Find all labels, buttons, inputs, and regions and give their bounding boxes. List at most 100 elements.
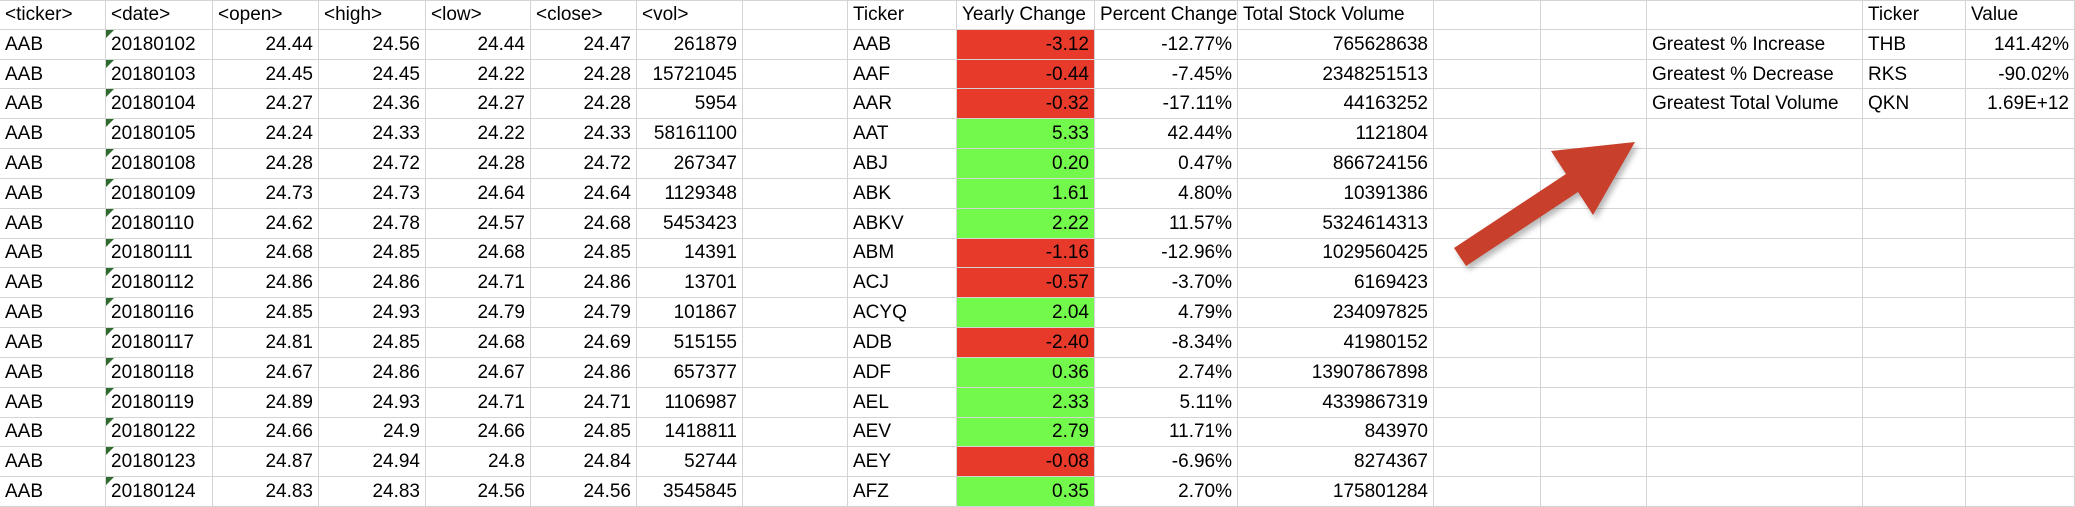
stock-cell-ticker[interactable]: AAB bbox=[0, 238, 106, 269]
stock-cell-date[interactable]: 20180116 bbox=[106, 298, 213, 329]
empty-cell[interactable] bbox=[1647, 477, 1863, 507]
stock-cell-low[interactable]: 24.57 bbox=[426, 208, 531, 239]
analysis-cell-total_volume[interactable]: 175801284 bbox=[1238, 477, 1434, 507]
empty-cell[interactable] bbox=[1647, 119, 1863, 150]
stock-cell-open[interactable]: 24.87 bbox=[213, 447, 319, 478]
stock-cell-vol[interactable]: 5453423 bbox=[637, 208, 743, 239]
stock-cell-vol[interactable]: 14391 bbox=[637, 238, 743, 269]
empty-cell[interactable] bbox=[1966, 357, 2075, 388]
analysis-cell-total_volume[interactable]: 2348251513 bbox=[1238, 59, 1434, 90]
analysis-cell-percent_change[interactable]: 42.44% bbox=[1095, 119, 1238, 150]
stock-cell-date[interactable]: 20180104 bbox=[106, 89, 213, 120]
stock-cell-date[interactable]: 20180122 bbox=[106, 417, 213, 448]
stock-cell-open[interactable]: 24.67 bbox=[213, 357, 319, 388]
empty-cell[interactable] bbox=[1434, 328, 1541, 358]
stock-cell-ticker[interactable]: AAB bbox=[0, 149, 106, 179]
stock-cell-low[interactable]: 24.8 bbox=[426, 447, 531, 478]
stock-cell-high[interactable]: 24.73 bbox=[319, 178, 426, 209]
greatest-cell-value[interactable]: -90.02% bbox=[1966, 59, 2075, 90]
stock-cell-ticker[interactable]: AAB bbox=[0, 387, 106, 418]
analysis-cell-percent_change[interactable]: -6.96% bbox=[1095, 447, 1238, 478]
empty-cell[interactable] bbox=[1863, 417, 1966, 448]
empty-cell[interactable] bbox=[1434, 298, 1541, 329]
analysis-cell-percent_change[interactable]: 4.79% bbox=[1095, 298, 1238, 329]
stock-cell-open[interactable]: 24.24 bbox=[213, 119, 319, 150]
analysis-cell-yearly_change[interactable]: -0.44 bbox=[957, 59, 1095, 90]
stock-cell-open[interactable]: 24.66 bbox=[213, 417, 319, 448]
stock-cell-date[interactable]: 20180109 bbox=[106, 178, 213, 209]
empty-cell[interactable] bbox=[1647, 178, 1863, 209]
empty-cell[interactable] bbox=[1647, 298, 1863, 329]
analysis-cell-ticker[interactable]: AFZ bbox=[848, 477, 957, 507]
stock-cell-high[interactable]: 24.45 bbox=[319, 59, 426, 90]
analysis-header-percent_change[interactable]: Percent Change bbox=[1095, 0, 1238, 30]
stock-cell-low[interactable]: 24.64 bbox=[426, 178, 531, 209]
stock-cell-open[interactable]: 24.85 bbox=[213, 298, 319, 329]
empty-cell[interactable] bbox=[743, 208, 848, 239]
stock-cell-open[interactable]: 24.81 bbox=[213, 328, 319, 358]
analysis-cell-yearly_change[interactable]: 0.20 bbox=[957, 149, 1095, 179]
empty-cell[interactable] bbox=[1541, 268, 1647, 299]
empty-cell[interactable] bbox=[1863, 149, 1966, 179]
stock-cell-ticker[interactable]: AAB bbox=[0, 298, 106, 329]
stock-cell-low[interactable]: 24.22 bbox=[426, 119, 531, 150]
empty-cell[interactable] bbox=[1434, 178, 1541, 209]
analysis-cell-percent_change[interactable]: 11.57% bbox=[1095, 208, 1238, 239]
empty-cell[interactable] bbox=[743, 357, 848, 388]
empty-cell[interactable] bbox=[1541, 238, 1647, 269]
stock-cell-date[interactable]: 20180112 bbox=[106, 268, 213, 299]
stock-cell-low[interactable]: 24.28 bbox=[426, 149, 531, 179]
empty-cell[interactable] bbox=[1966, 268, 2075, 299]
stock-cell-ticker[interactable]: AAB bbox=[0, 89, 106, 120]
stock-cell-date[interactable]: 20180110 bbox=[106, 208, 213, 239]
analysis-cell-yearly_change[interactable]: -2.40 bbox=[957, 328, 1095, 358]
analysis-cell-total_volume[interactable]: 765628638 bbox=[1238, 29, 1434, 60]
empty-cell[interactable] bbox=[1541, 328, 1647, 358]
empty-cell[interactable] bbox=[1966, 208, 2075, 239]
analysis-cell-yearly_change[interactable]: 0.36 bbox=[957, 357, 1095, 388]
empty-cell[interactable] bbox=[1966, 387, 2075, 418]
analysis-cell-ticker[interactable]: ACYQ bbox=[848, 298, 957, 329]
empty-cell[interactable] bbox=[1863, 447, 1966, 478]
empty-cell[interactable] bbox=[1541, 149, 1647, 179]
stock-cell-ticker[interactable]: AAB bbox=[0, 268, 106, 299]
stock-cell-vol[interactable]: 515155 bbox=[637, 328, 743, 358]
stock-cell-high[interactable]: 24.86 bbox=[319, 268, 426, 299]
stock-cell-date[interactable]: 20180118 bbox=[106, 357, 213, 388]
analysis-cell-total_volume[interactable]: 13907867898 bbox=[1238, 357, 1434, 388]
analysis-cell-yearly_change[interactable]: 2.33 bbox=[957, 387, 1095, 418]
empty-cell[interactable] bbox=[1434, 447, 1541, 478]
empty-cell[interactable] bbox=[1434, 59, 1541, 90]
empty-cell[interactable] bbox=[1966, 238, 2075, 269]
empty-cell[interactable] bbox=[1966, 149, 2075, 179]
stock-cell-close[interactable]: 24.28 bbox=[531, 89, 637, 120]
stock-cell-vol[interactable]: 101867 bbox=[637, 298, 743, 329]
analysis-cell-yearly_change[interactable]: 2.79 bbox=[957, 417, 1095, 448]
empty-cell[interactable] bbox=[743, 89, 848, 120]
stock-cell-ticker[interactable]: AAB bbox=[0, 447, 106, 478]
stock-cell-ticker[interactable]: AAB bbox=[0, 208, 106, 239]
stock-cell-high[interactable]: 24.85 bbox=[319, 328, 426, 358]
stock-cell-close[interactable]: 24.56 bbox=[531, 477, 637, 507]
stock-cell-open[interactable]: 24.62 bbox=[213, 208, 319, 239]
analysis-cell-percent_change[interactable]: -7.45% bbox=[1095, 59, 1238, 90]
stock-cell-high[interactable]: 24.93 bbox=[319, 387, 426, 418]
stock-cell-date[interactable]: 20180119 bbox=[106, 387, 213, 418]
empty-cell[interactable] bbox=[1434, 268, 1541, 299]
empty-cell[interactable] bbox=[1434, 387, 1541, 418]
stock-cell-vol[interactable]: 261879 bbox=[637, 29, 743, 60]
analysis-cell-ticker[interactable]: AAF bbox=[848, 59, 957, 90]
empty-cell[interactable] bbox=[1647, 417, 1863, 448]
stock-cell-open[interactable]: 24.44 bbox=[213, 29, 319, 60]
analysis-cell-total_volume[interactable]: 10391386 bbox=[1238, 178, 1434, 209]
empty-cell[interactable] bbox=[1647, 447, 1863, 478]
stock-cell-vol[interactable]: 5954 bbox=[637, 89, 743, 120]
stock-cell-ticker[interactable]: AAB bbox=[0, 59, 106, 90]
stock-cell-close[interactable]: 24.85 bbox=[531, 417, 637, 448]
stock-cell-date[interactable]: 20180117 bbox=[106, 328, 213, 358]
greatest-header-ticker[interactable]: Ticker bbox=[1863, 0, 1966, 30]
analysis-cell-ticker[interactable]: AEV bbox=[848, 417, 957, 448]
analysis-cell-percent_change[interactable]: -17.11% bbox=[1095, 89, 1238, 120]
stock-cell-close[interactable]: 24.85 bbox=[531, 238, 637, 269]
stock-cell-vol[interactable]: 1418811 bbox=[637, 417, 743, 448]
